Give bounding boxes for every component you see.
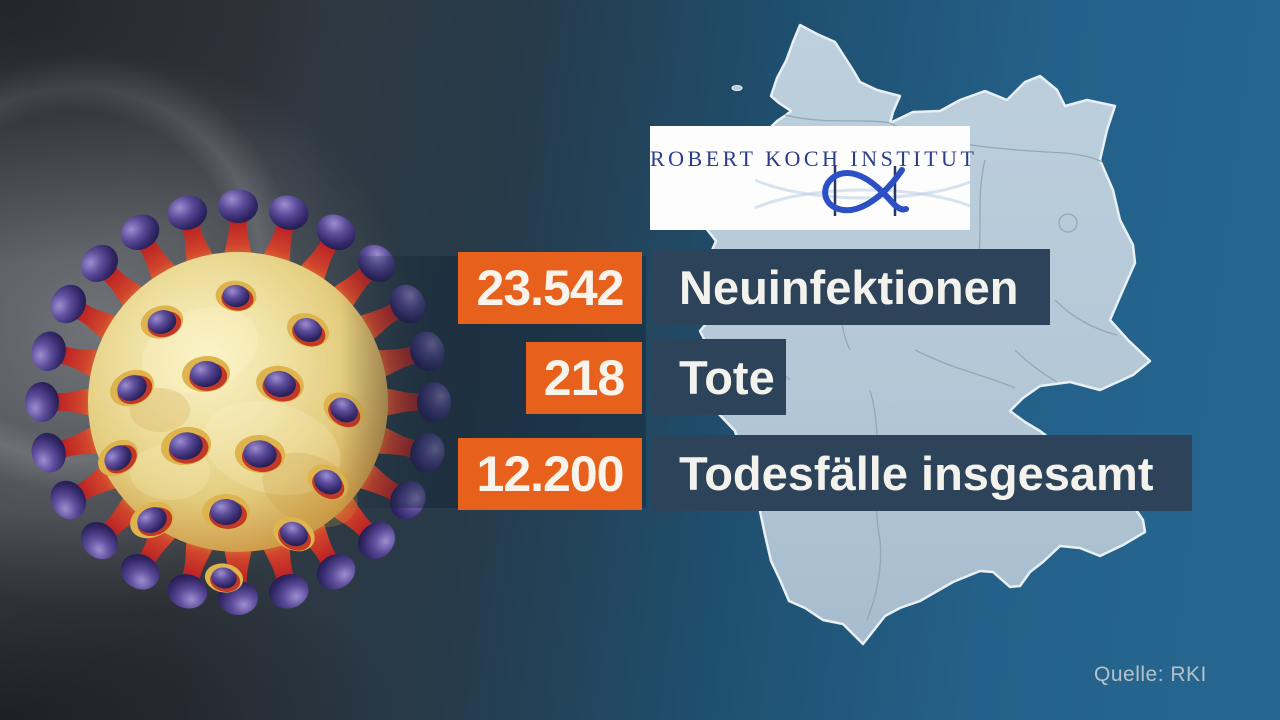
rki-logo-title: ROBERT KOCH INSTITUT — [650, 146, 978, 171]
stat-label-todesfaelle: Todesfälle insgesamt — [652, 435, 1192, 511]
rki-logo: ROBERT KOCH INSTITUT — [650, 126, 978, 230]
rki-alpha-icon — [754, 166, 976, 216]
coronavirus-icon — [10, 189, 460, 630]
source-credit: Quelle: RKI — [1094, 663, 1207, 686]
germany-map — [685, 20, 1190, 655]
stat-label-neuinfektionen: Neuinfektionen — [652, 249, 1050, 325]
germany-outline — [693, 23, 1152, 646]
stat-value-tote: 218 — [526, 342, 642, 414]
stat-value-todesfaelle: 12.200 — [458, 438, 642, 510]
stat-label-tote: Tote — [652, 339, 786, 415]
stat-value-neuinfektionen: 23.542 — [458, 252, 642, 324]
